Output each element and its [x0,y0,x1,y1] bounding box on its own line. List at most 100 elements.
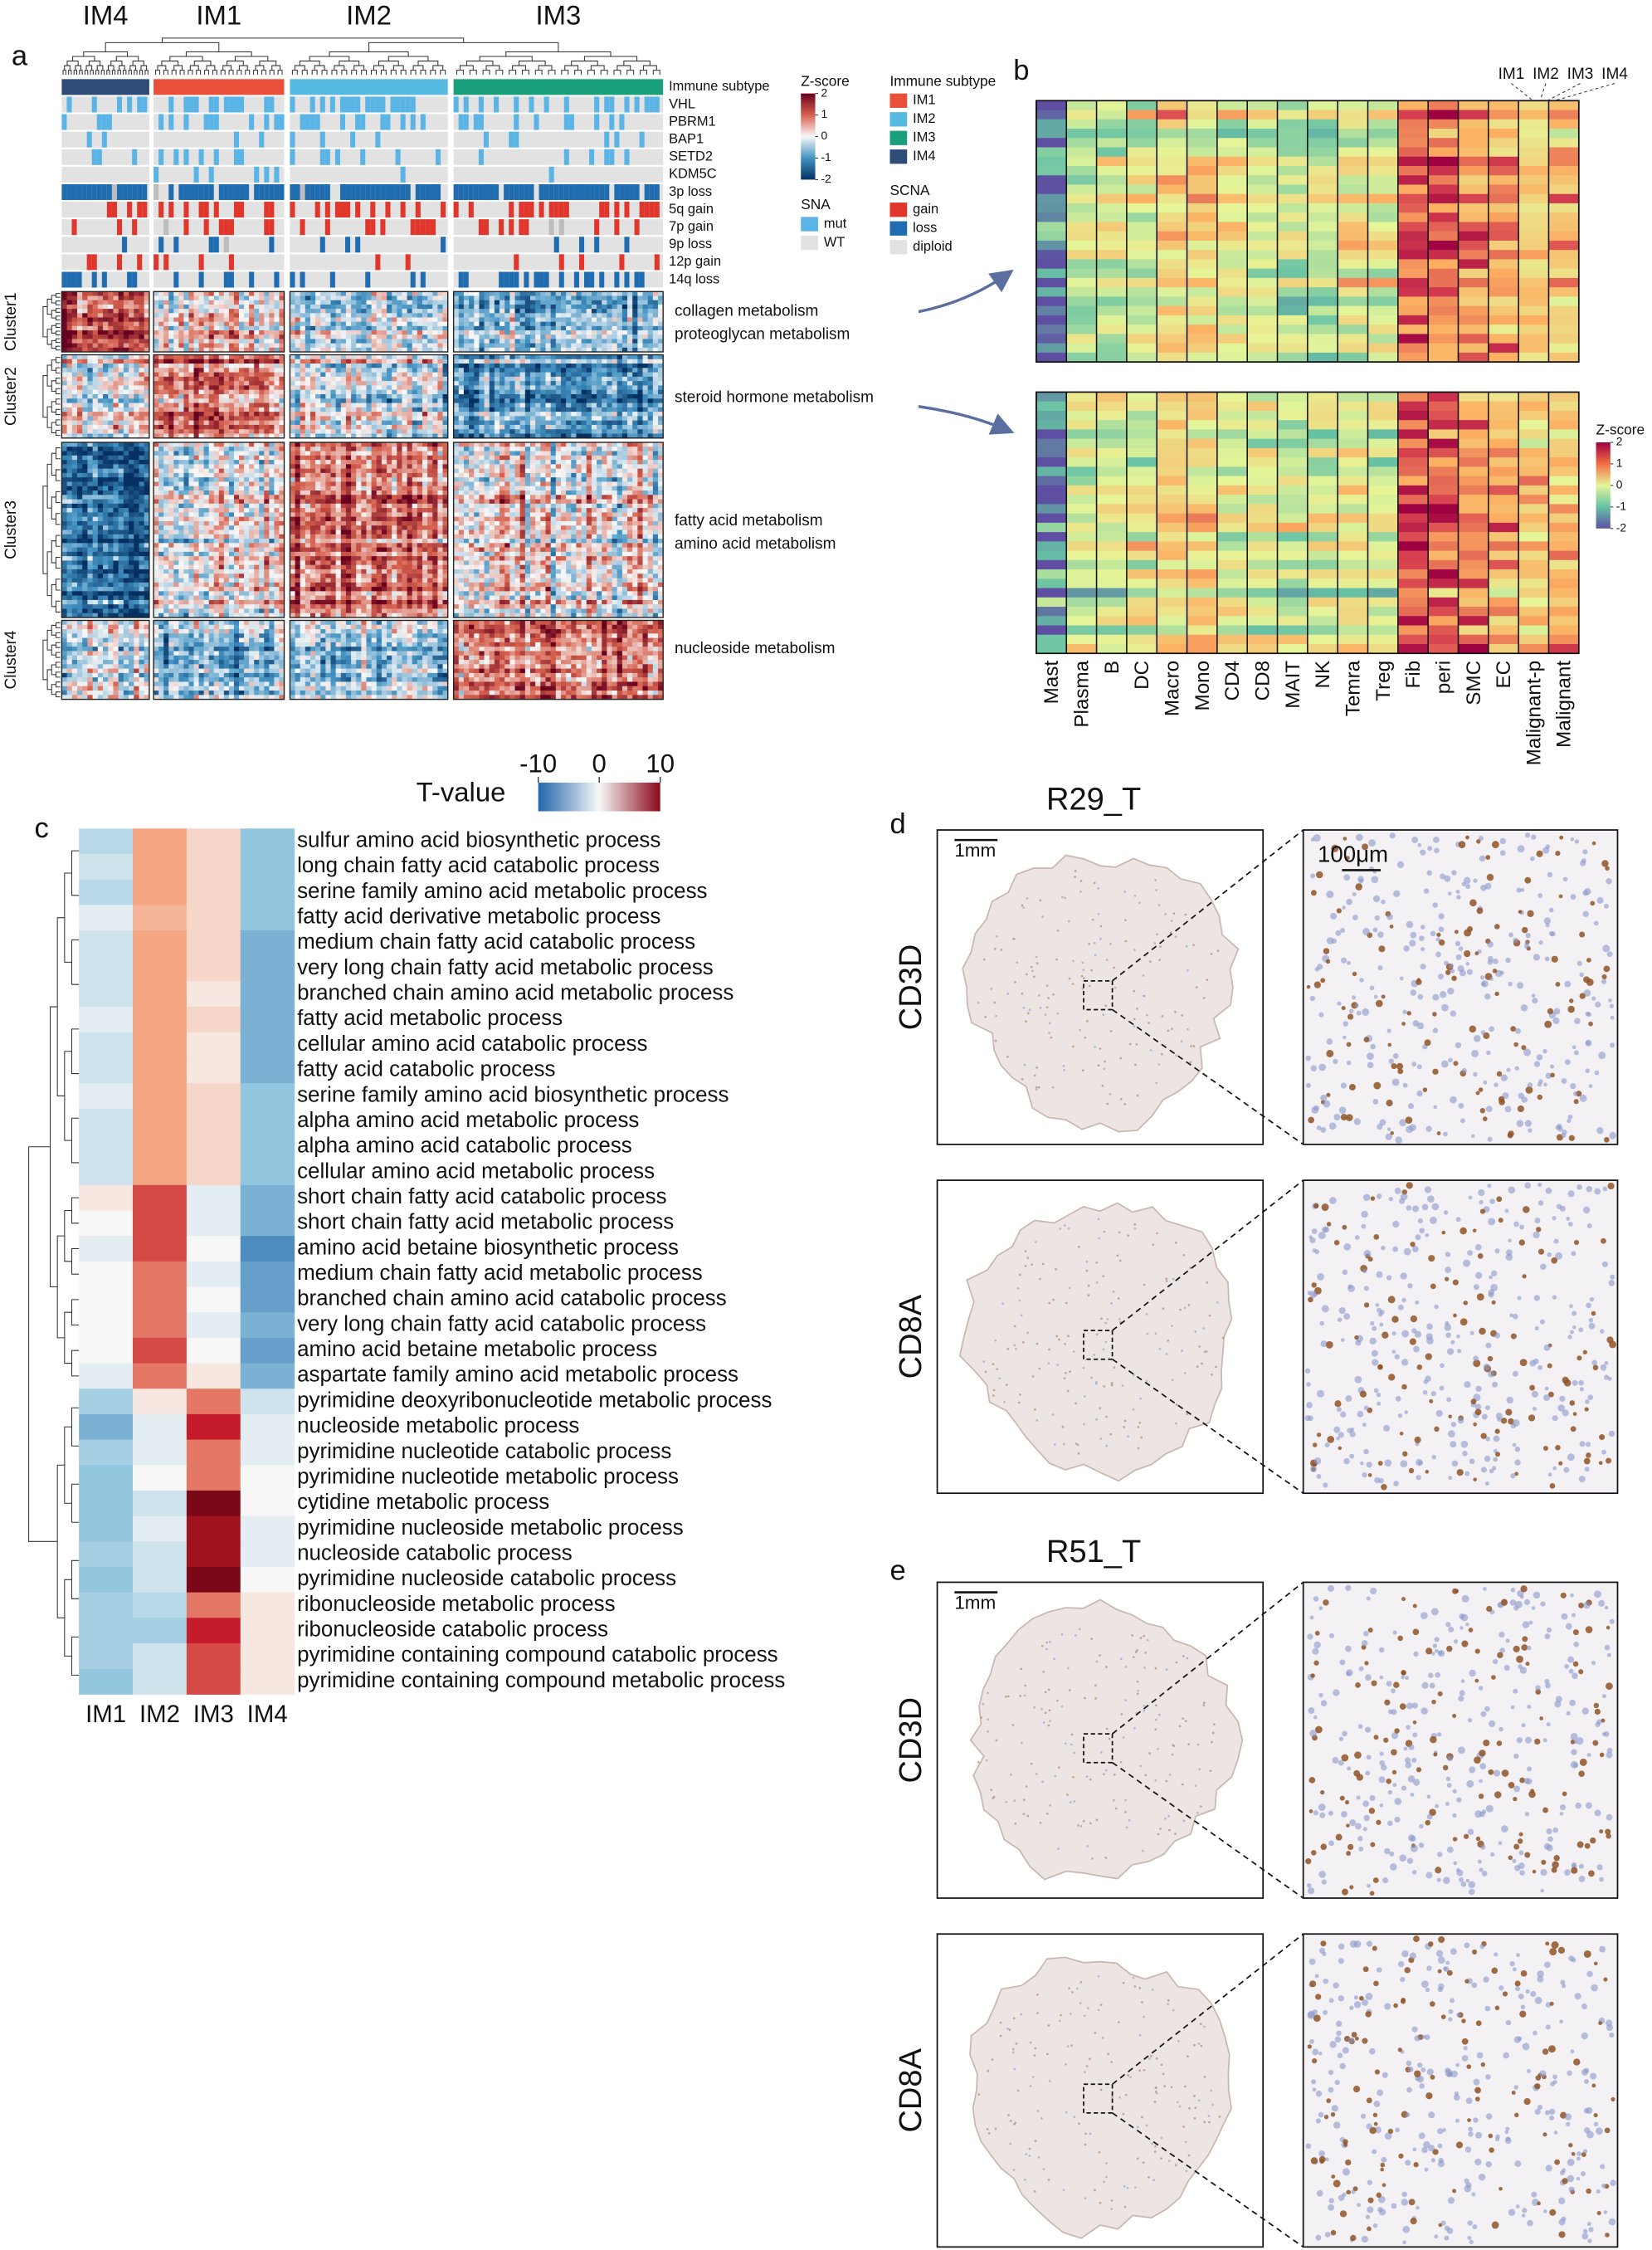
annotation-cell [154,254,158,270]
heatmap-cell [479,398,485,403]
heatmap-cell [571,425,577,430]
heatmap-cell [224,326,230,331]
heatmap-cell [93,330,99,335]
heatmap-cell [597,339,602,344]
heatmap-cell [139,569,144,574]
heatmap-cell [119,530,124,534]
heatmap-cell [87,364,93,368]
heatmap-cell [224,425,230,430]
heatmap-cell [300,334,306,339]
heatmap-cell [422,385,428,390]
heatmap-cell [103,334,109,339]
heatmap-cell [479,364,485,368]
heatmap-cell [648,313,654,318]
heatmap-cell [199,300,205,305]
heatmap-cell [87,604,93,609]
heatmap-cell [351,334,357,339]
heatmap-cell [134,291,139,296]
heatmap-cell [336,416,342,421]
heatmap-cell [224,313,230,318]
heatmap-cell [464,296,470,301]
heatmap-cell [366,398,372,403]
heatmap-cell [305,377,311,382]
heatmap-cell [597,334,602,339]
heatmap-cell [119,394,124,399]
heatmap-cell [582,344,587,349]
heatmap-cell [259,359,265,364]
heatmap-cell [392,364,397,368]
heatmap-cell [525,394,531,399]
heatmap-cell [129,552,134,557]
heatmap-cell [82,291,88,296]
heatmap-cell [124,491,129,495]
heatmap-cell [274,334,280,339]
heatmap-cell [229,330,235,335]
heatmap-cell [535,305,541,310]
heatmap-cell [402,381,407,386]
heatmap-cell [234,390,240,395]
heatmap-cell [566,364,572,368]
heatmap-cell [178,394,184,399]
heatmap-cell [139,491,144,495]
heatmap-cell [188,451,194,456]
heatmap-cell [504,339,510,344]
heatmap-cell [103,313,109,318]
heatmap-cell [464,359,470,364]
heatmap-cell [597,313,602,318]
heatmap-cell [295,398,301,403]
heatmap-cell [617,359,623,364]
heatmap-cell [325,317,331,322]
heatmap-cell [229,403,235,408]
heatmap-cell [113,317,119,322]
heatmap-cell [402,359,407,364]
heatmap-cell [87,313,93,318]
heatmap-cell [214,354,220,359]
heatmap-cell [545,313,551,318]
heatmap-cell [437,368,443,373]
heatmap-cell [290,425,295,430]
heatmap-cell [612,416,618,421]
heatmap-cell [607,368,612,373]
heatmap-cell [535,368,541,373]
heatmap-cell [351,291,357,296]
heatmap-cell [72,481,78,486]
heatmap-cell [129,377,134,382]
heatmap-cell [87,521,93,526]
heatmap-cell [163,398,169,403]
heatmap-cell [407,416,413,421]
annotation-cell [183,115,188,130]
heatmap-cell [254,412,260,417]
annotation-cell [61,184,66,200]
heatmap-cell [602,381,607,386]
heatmap-cell [119,359,124,364]
annotation-cell [194,96,199,112]
heatmap-cell [530,398,536,403]
heatmap-cell [72,313,78,318]
heatmap-cell [356,296,362,301]
heatmap-cell [224,377,230,382]
heatmap-cell [168,344,174,349]
heatmap-cell [163,330,169,335]
heatmap-cell [361,296,367,301]
heatmap-cell [234,381,240,386]
heatmap-cell [520,385,526,390]
heatmap-cell [82,390,88,395]
annotation-cell [97,149,102,165]
heatmap-cell [566,344,572,349]
heatmap-cell [72,608,78,613]
heatmap-cell [77,539,83,544]
heatmap-cell [113,591,119,596]
annotation-cell [269,219,274,235]
heatmap-cell [382,313,387,318]
heatmap-cell [124,556,129,561]
heatmap-cell [134,390,139,395]
annotation-cell [539,184,544,200]
heatmap-cell [632,429,638,434]
heatmap-cell [139,456,144,461]
heatmap-cell [168,416,174,421]
heatmap-cell [602,364,607,368]
heatmap-cell [459,354,465,359]
heatmap-cell [422,408,428,412]
heatmap-cell [72,460,78,465]
heatmap-cell [269,377,275,382]
